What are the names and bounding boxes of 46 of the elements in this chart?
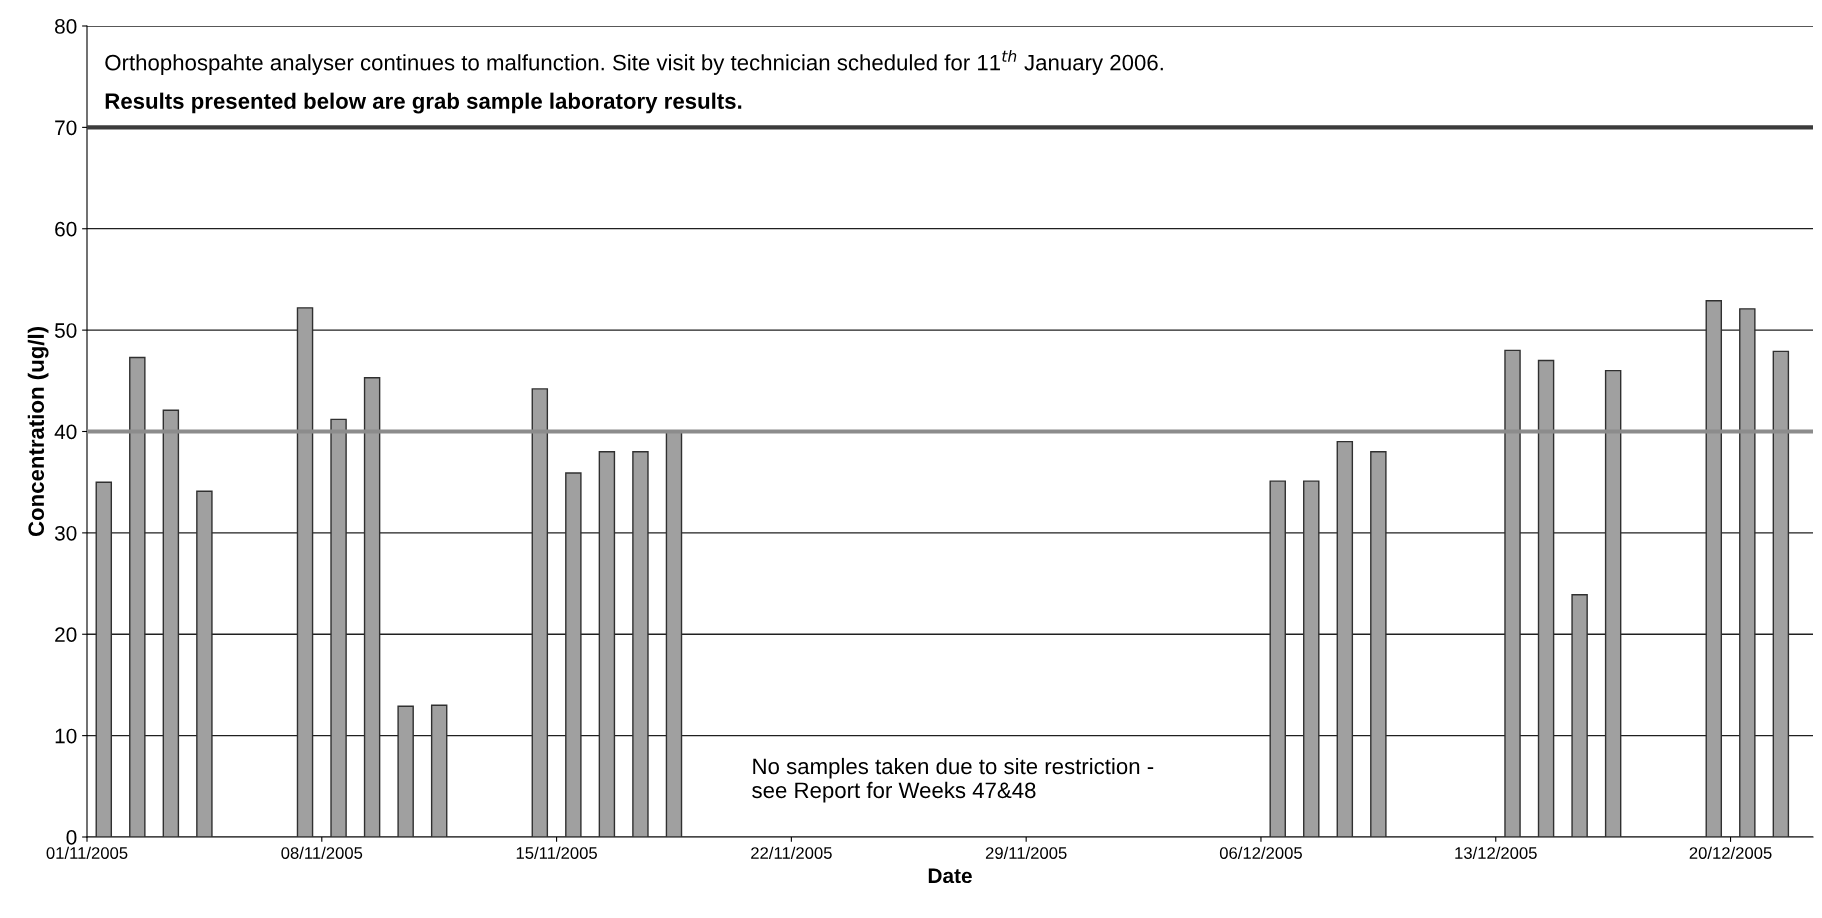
bar: [1705, 300, 1723, 837]
bar: [1604, 369, 1622, 837]
bar: [129, 356, 146, 837]
bar: [95, 481, 113, 837]
y-axis-title: Concentration (ug/l): [27, 327, 49, 537]
x-tick-label: 08/11/2005: [281, 846, 363, 859]
x-tick-label: 06/12/2005: [1219, 846, 1302, 859]
x-axis-title: Date: [928, 868, 972, 884]
bar: [1336, 440, 1354, 837]
bar: [1739, 308, 1756, 837]
y-tick-label: 50: [54, 323, 77, 338]
bar: [363, 377, 381, 837]
bar: [531, 388, 549, 837]
bar: [162, 409, 180, 837]
bar: [196, 490, 213, 837]
bar: [397, 705, 414, 837]
bar: [632, 451, 649, 837]
x-tick-label: 29/11/2005: [985, 846, 1067, 859]
bar: [1537, 359, 1555, 837]
y-tick-label: 80: [55, 19, 77, 34]
x-tick-label: 13/12/2005: [1455, 846, 1537, 859]
y-tick-label: 60: [55, 221, 77, 237]
bar: [296, 307, 314, 837]
y-tick-label: 20: [55, 627, 77, 642]
y-tick-label: 0: [66, 830, 77, 845]
bar: [1370, 451, 1387, 837]
y-tick-label: 40: [54, 424, 77, 440]
bar: [1269, 480, 1286, 837]
y-tick-label: 30: [54, 525, 77, 541]
bar: [330, 418, 347, 837]
annotation: Orthophospahte analyser continues to malfunction. Site visit by technician scheduled for 11$^{th}$ January 2006.: [105, 49, 1163, 75]
y-tick-label: 10: [55, 728, 77, 744]
bar: [1571, 594, 1588, 837]
bar: [1303, 480, 1320, 837]
bar: [1772, 350, 1790, 837]
bar: [430, 704, 448, 837]
x-tick-label: 20/12/2005: [1689, 846, 1772, 859]
annotation: Results presented below are grab sample laboratory results.: [105, 92, 742, 114]
annotation: No samples taken due to site restriction - see Report for Weeks 47&48: [752, 757, 1154, 803]
bar: [1504, 349, 1521, 837]
bar: [598, 451, 616, 837]
y-tick-label: 70: [55, 120, 77, 136]
x-tick-label: 15/11/2005: [516, 846, 597, 859]
x-tick-label: 22/11/2005: [751, 846, 832, 859]
x-tick-label: 01/11/2005: [46, 846, 128, 859]
bar: [565, 472, 582, 837]
